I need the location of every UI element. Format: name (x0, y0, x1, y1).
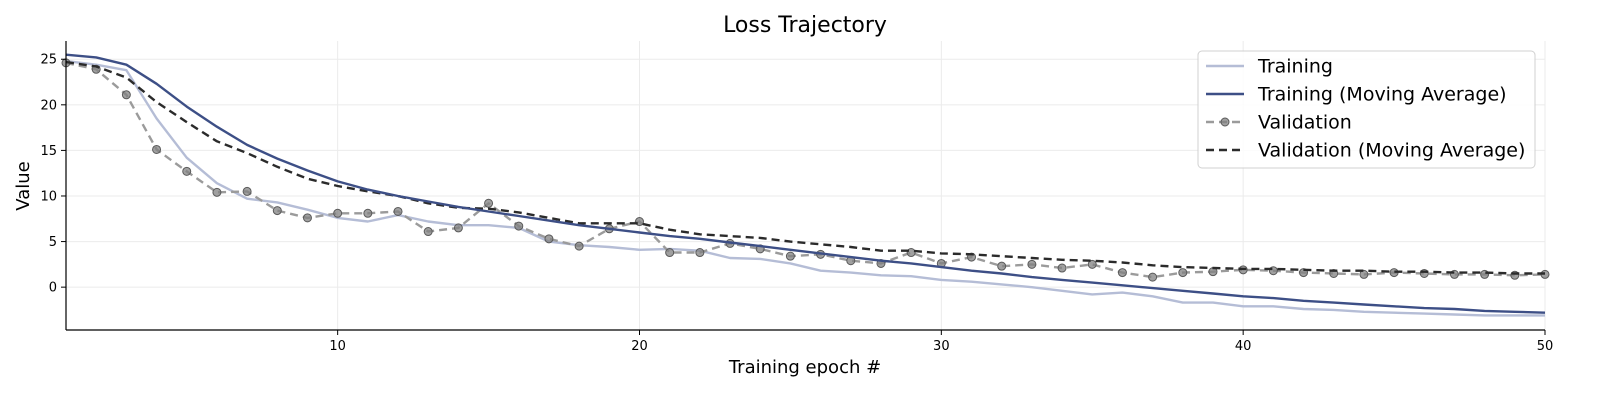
validation-point (333, 208, 343, 218)
legend-box (1197, 50, 1536, 169)
series-line-training (65, 59, 1545, 317)
y-axis-label: Value (13, 161, 34, 210)
validation-point (393, 206, 403, 216)
chart-title: Loss Trajectory (723, 13, 887, 38)
validation-point (1178, 268, 1188, 278)
x-tick-label: 10 (329, 339, 346, 354)
validation-point (484, 198, 494, 208)
validation-point (1148, 272, 1158, 282)
y-tick-label: 25 (40, 53, 57, 68)
validation-point (665, 248, 675, 258)
validation-point (302, 213, 312, 223)
validation-point (242, 186, 252, 196)
series-lines (61, 53, 1550, 317)
validation-point (544, 234, 554, 244)
y-tick-label: 20 (40, 98, 57, 113)
validation-point (182, 166, 192, 176)
validation-point (695, 248, 705, 258)
legend-label: Validation (1258, 112, 1352, 134)
series-line-training-moving-average (65, 53, 1546, 314)
validation-point (212, 187, 222, 197)
validation-point (121, 90, 131, 100)
validation-point (1117, 268, 1127, 278)
x-tick-label: 30 (933, 339, 950, 354)
validation-point (423, 227, 433, 237)
validation-point (272, 206, 282, 216)
validation-point (906, 248, 916, 258)
y-tick-label: 5 (49, 235, 57, 250)
series-line-validation (65, 61, 1546, 279)
x-tick-label: 40 (1235, 339, 1252, 354)
validation-point (1057, 263, 1067, 273)
legend: Training Training (Moving Average) Validat… (1197, 50, 1536, 169)
axes: 10 20 30 40 50 0 5 10 15 20 25 (40, 41, 1553, 354)
legend-marker (1220, 117, 1230, 127)
x-tick-label: 50 (1537, 339, 1554, 354)
y-tick-label: 10 (40, 189, 57, 204)
x-tick-label: 20 (631, 339, 648, 354)
validation-point (574, 241, 584, 251)
validation-point (363, 208, 373, 218)
legend-label: Training (1257, 56, 1333, 78)
validation-point (453, 223, 463, 233)
y-tick-label: 15 (40, 144, 57, 159)
validation-point (514, 221, 524, 231)
legend-label: Validation (Moving Average) (1258, 140, 1525, 162)
validation-point (785, 251, 795, 261)
y-tick-label: 0 (49, 281, 57, 296)
legend-label: Training (Moving Average) (1257, 84, 1507, 106)
validation-point (997, 261, 1007, 271)
x-axis-label: Training epoch # (728, 357, 881, 378)
validation-point (1087, 259, 1097, 269)
series-line-validation-moving-average (65, 60, 1545, 275)
validation-point (152, 144, 162, 154)
validation-point (1359, 269, 1369, 279)
validation-point (1027, 259, 1037, 269)
